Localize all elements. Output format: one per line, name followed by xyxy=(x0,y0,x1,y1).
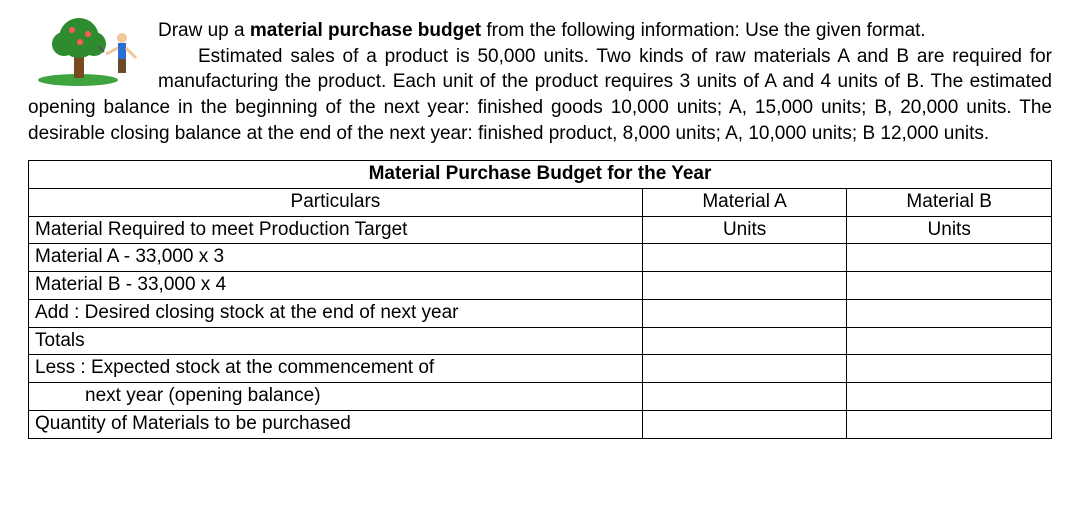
cell-material-a xyxy=(642,244,847,272)
table-row: Less : Expected stock at the commencemen… xyxy=(29,355,1052,383)
table-title-row: Material Purchase Budget for the Year xyxy=(29,161,1052,189)
cell-material-b xyxy=(847,272,1052,300)
tree-gardener-icon xyxy=(28,18,148,88)
cell-material-a xyxy=(642,299,847,327)
cell-material-b xyxy=(847,327,1052,355)
table-row: Totals xyxy=(29,327,1052,355)
table-row: Material Required to meet Production Tar… xyxy=(29,216,1052,244)
cell-material-a xyxy=(642,272,847,300)
cell-particulars: Totals xyxy=(29,327,643,355)
table-header-row: Particulars Material A Material B xyxy=(29,188,1052,216)
hdr-particulars: Particulars xyxy=(29,188,643,216)
cell-material-b xyxy=(847,355,1052,383)
table-row: Material A - 33,000 x 3 xyxy=(29,244,1052,272)
intro-bold: material purchase budget xyxy=(250,20,481,41)
table-row: Material B - 33,000 x 4 xyxy=(29,272,1052,300)
instruction-paragraph: Draw up a material purchase budget from … xyxy=(28,18,1052,146)
cell-particulars: Material B - 33,000 x 4 xyxy=(29,272,643,300)
budget-table: Material Purchase Budget for the Year Pa… xyxy=(28,160,1052,439)
cell-particulars: next year (opening balance) xyxy=(29,383,643,411)
table-row: next year (opening balance) xyxy=(29,383,1052,411)
cell-material-b xyxy=(847,410,1052,438)
cell-particulars: Add : Desired closing stock at the end o… xyxy=(29,299,643,327)
cell-material-b: Units xyxy=(847,216,1052,244)
cell-material-a xyxy=(642,383,847,411)
cell-particulars: Material Required to meet Production Tar… xyxy=(29,216,643,244)
table-row: Quantity of Materials to be purchased xyxy=(29,410,1052,438)
cell-material-b xyxy=(847,299,1052,327)
cell-material-b xyxy=(847,383,1052,411)
table-title: Material Purchase Budget for the Year xyxy=(29,161,1052,189)
cell-material-a xyxy=(642,355,847,383)
cell-material-a xyxy=(642,410,847,438)
intro-post: from the following information: Use the … xyxy=(481,20,926,41)
intro-pre: Draw up a xyxy=(158,20,250,41)
intro-block: Draw up a material purchase budget from … xyxy=(28,18,1052,146)
hdr-material-a: Material A xyxy=(642,188,847,216)
cell-particulars: Material A - 33,000 x 3 xyxy=(29,244,643,272)
cell-material-b xyxy=(847,244,1052,272)
cell-particulars: Less : Expected stock at the commencemen… xyxy=(29,355,643,383)
cell-particulars: Quantity of Materials to be purchased xyxy=(29,410,643,438)
intro-body: Estimated sales of a product is 50,000 u… xyxy=(28,46,1052,144)
cell-material-a xyxy=(642,327,847,355)
cell-material-a: Units xyxy=(642,216,847,244)
hdr-material-b: Material B xyxy=(847,188,1052,216)
table-row: Add : Desired closing stock at the end o… xyxy=(29,299,1052,327)
